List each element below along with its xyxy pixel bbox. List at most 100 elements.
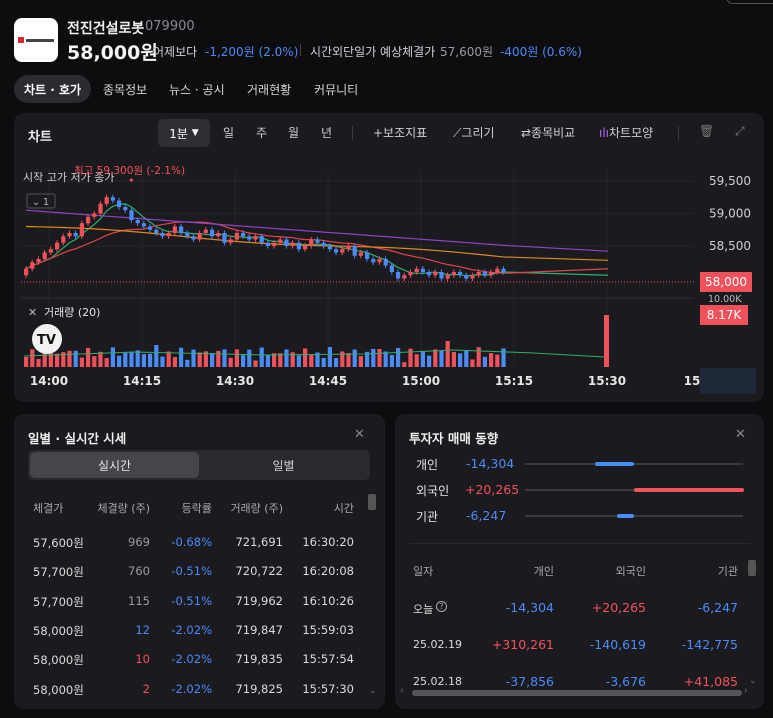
volume-bar	[470, 359, 475, 367]
candle-body	[55, 242, 60, 250]
period-day[interactable]: 일	[223, 126, 235, 140]
candle-body	[346, 246, 351, 250]
divider	[352, 126, 353, 140]
candle-body	[86, 216, 91, 224]
volume-bar	[154, 345, 159, 367]
candle-body	[340, 249, 345, 253]
volume-bar	[160, 356, 165, 367]
compare-button[interactable]: ⇄종목비교	[521, 126, 576, 140]
candle-body	[408, 272, 413, 276]
ohlc-legend: 시작 고가 저가 종가	[23, 171, 114, 184]
scrollbar-thumb[interactable]	[748, 560, 756, 576]
volume-bar	[309, 354, 314, 367]
candle-body	[160, 233, 165, 237]
cell-institution: +41,085	[683, 674, 738, 689]
close-icon[interactable]: ✕	[735, 427, 746, 442]
volume-bar	[352, 349, 357, 367]
draw-button[interactable]: ⟋그리기	[453, 126, 495, 140]
chevron-down-icon: ▼	[191, 128, 199, 138]
scroll-right-icon[interactable]: ›	[744, 686, 748, 696]
current-price-tag-text: 58,000	[705, 275, 747, 289]
cell-price: 57,600원	[33, 536, 84, 550]
candle-body	[36, 259, 41, 263]
investor-label: 기관	[416, 510, 439, 524]
segment-daily[interactable]: 일별	[272, 458, 295, 473]
candle-body	[210, 229, 215, 237]
tab-chart-orderbook[interactable]: 차트 · 호가	[14, 75, 92, 103]
price-chart[interactable]: 59,500 59,000 58,500 14:00 14:15 14:30 14:45 15…	[14, 150, 764, 400]
indicator-button[interactable]: +보조지표	[373, 126, 428, 140]
volume-bar	[135, 350, 140, 367]
volume-bar	[402, 362, 407, 367]
volume-bar	[408, 348, 413, 367]
candle-body	[42, 252, 47, 259]
horizontal-scrollbar[interactable]	[412, 690, 742, 696]
investor-bar-track	[525, 515, 743, 517]
cell-foreign: +20,265	[591, 600, 646, 615]
help-icon[interactable]: ?	[436, 601, 447, 612]
x-tick-label: 14:00	[30, 374, 68, 388]
candle-body	[216, 233, 221, 237]
volume-bar	[358, 356, 363, 367]
trash-icon[interactable]: 🗑	[699, 124, 715, 138]
candle-body	[470, 275, 475, 279]
tab-news[interactable]: 뉴스 · 공시	[169, 82, 225, 97]
candle-body	[247, 236, 252, 240]
tab-stock-info[interactable]: 종목정보	[103, 82, 148, 97]
ma-toggle[interactable]	[26, 193, 56, 209]
candle-body	[352, 246, 357, 256]
col-institution: 기관	[717, 565, 738, 578]
volume-bar	[222, 349, 227, 367]
scroll-down-icon[interactable]: ⌄	[369, 686, 377, 696]
cell-qty: 2	[142, 681, 150, 696]
volume-bar	[172, 357, 177, 367]
candle-body	[420, 268, 425, 272]
company-logo	[14, 18, 58, 62]
volume-bar	[296, 355, 301, 367]
candle-body	[501, 268, 506, 272]
y-tick-label: 59,500	[709, 174, 751, 188]
volume-bar	[284, 349, 289, 367]
volume-bar	[210, 353, 215, 367]
period-week[interactable]: 주	[256, 126, 268, 140]
candle-body	[495, 268, 500, 272]
volume-bar	[259, 347, 264, 367]
chart-style-button[interactable]: ılı차트모양	[599, 124, 653, 141]
close-icon[interactable]: ✕	[354, 427, 365, 442]
cell-time: 15:57:30	[302, 681, 354, 696]
tab-community[interactable]: 커뮤니티	[314, 82, 359, 97]
cell-foreign: -3,676	[605, 674, 646, 689]
volume-bar	[241, 355, 246, 367]
scroll-left-icon[interactable]: ‹	[400, 686, 404, 696]
period-year[interactable]: 년	[321, 126, 333, 140]
close-volume-icon[interactable]: ✕	[28, 306, 37, 319]
investor-panel	[395, 414, 764, 709]
interval-select[interactable]: 1분 ▼	[158, 119, 210, 147]
cell-date: 25.02.18	[413, 675, 462, 688]
candle-body	[135, 220, 140, 224]
volume-bar	[482, 356, 487, 367]
candle-body	[24, 268, 29, 276]
investor-label: 외국인	[416, 484, 450, 498]
x-tick-label: 15:15	[495, 374, 533, 388]
candle-body	[383, 259, 388, 266]
investor-bar-fill	[595, 462, 634, 466]
cell-price: 57,700원	[33, 594, 84, 609]
segment-realtime[interactable]: 실시간	[30, 452, 199, 478]
investor-value: -6,247	[466, 508, 507, 523]
period-month[interactable]: 월	[288, 126, 300, 140]
top-right-button[interactable]	[726, 0, 773, 4]
interval-label: 1분	[169, 126, 188, 141]
volume-bar	[389, 354, 394, 367]
tab-trading-status[interactable]: 거래현황	[247, 82, 292, 97]
volume-bar	[253, 360, 258, 367]
cell-qty: 969	[128, 535, 150, 549]
expand-icon[interactable]: ⤢	[735, 124, 745, 138]
x-tick-label: 14:45	[309, 374, 347, 388]
volume-bar	[24, 357, 29, 367]
after-hours-price: 57,600원	[440, 45, 494, 59]
scrollbar-thumb[interactable]	[368, 494, 376, 510]
current-price-tag	[700, 272, 752, 292]
volume-bar	[197, 352, 202, 367]
scroll-down-icon[interactable]: ⌄	[749, 676, 757, 686]
